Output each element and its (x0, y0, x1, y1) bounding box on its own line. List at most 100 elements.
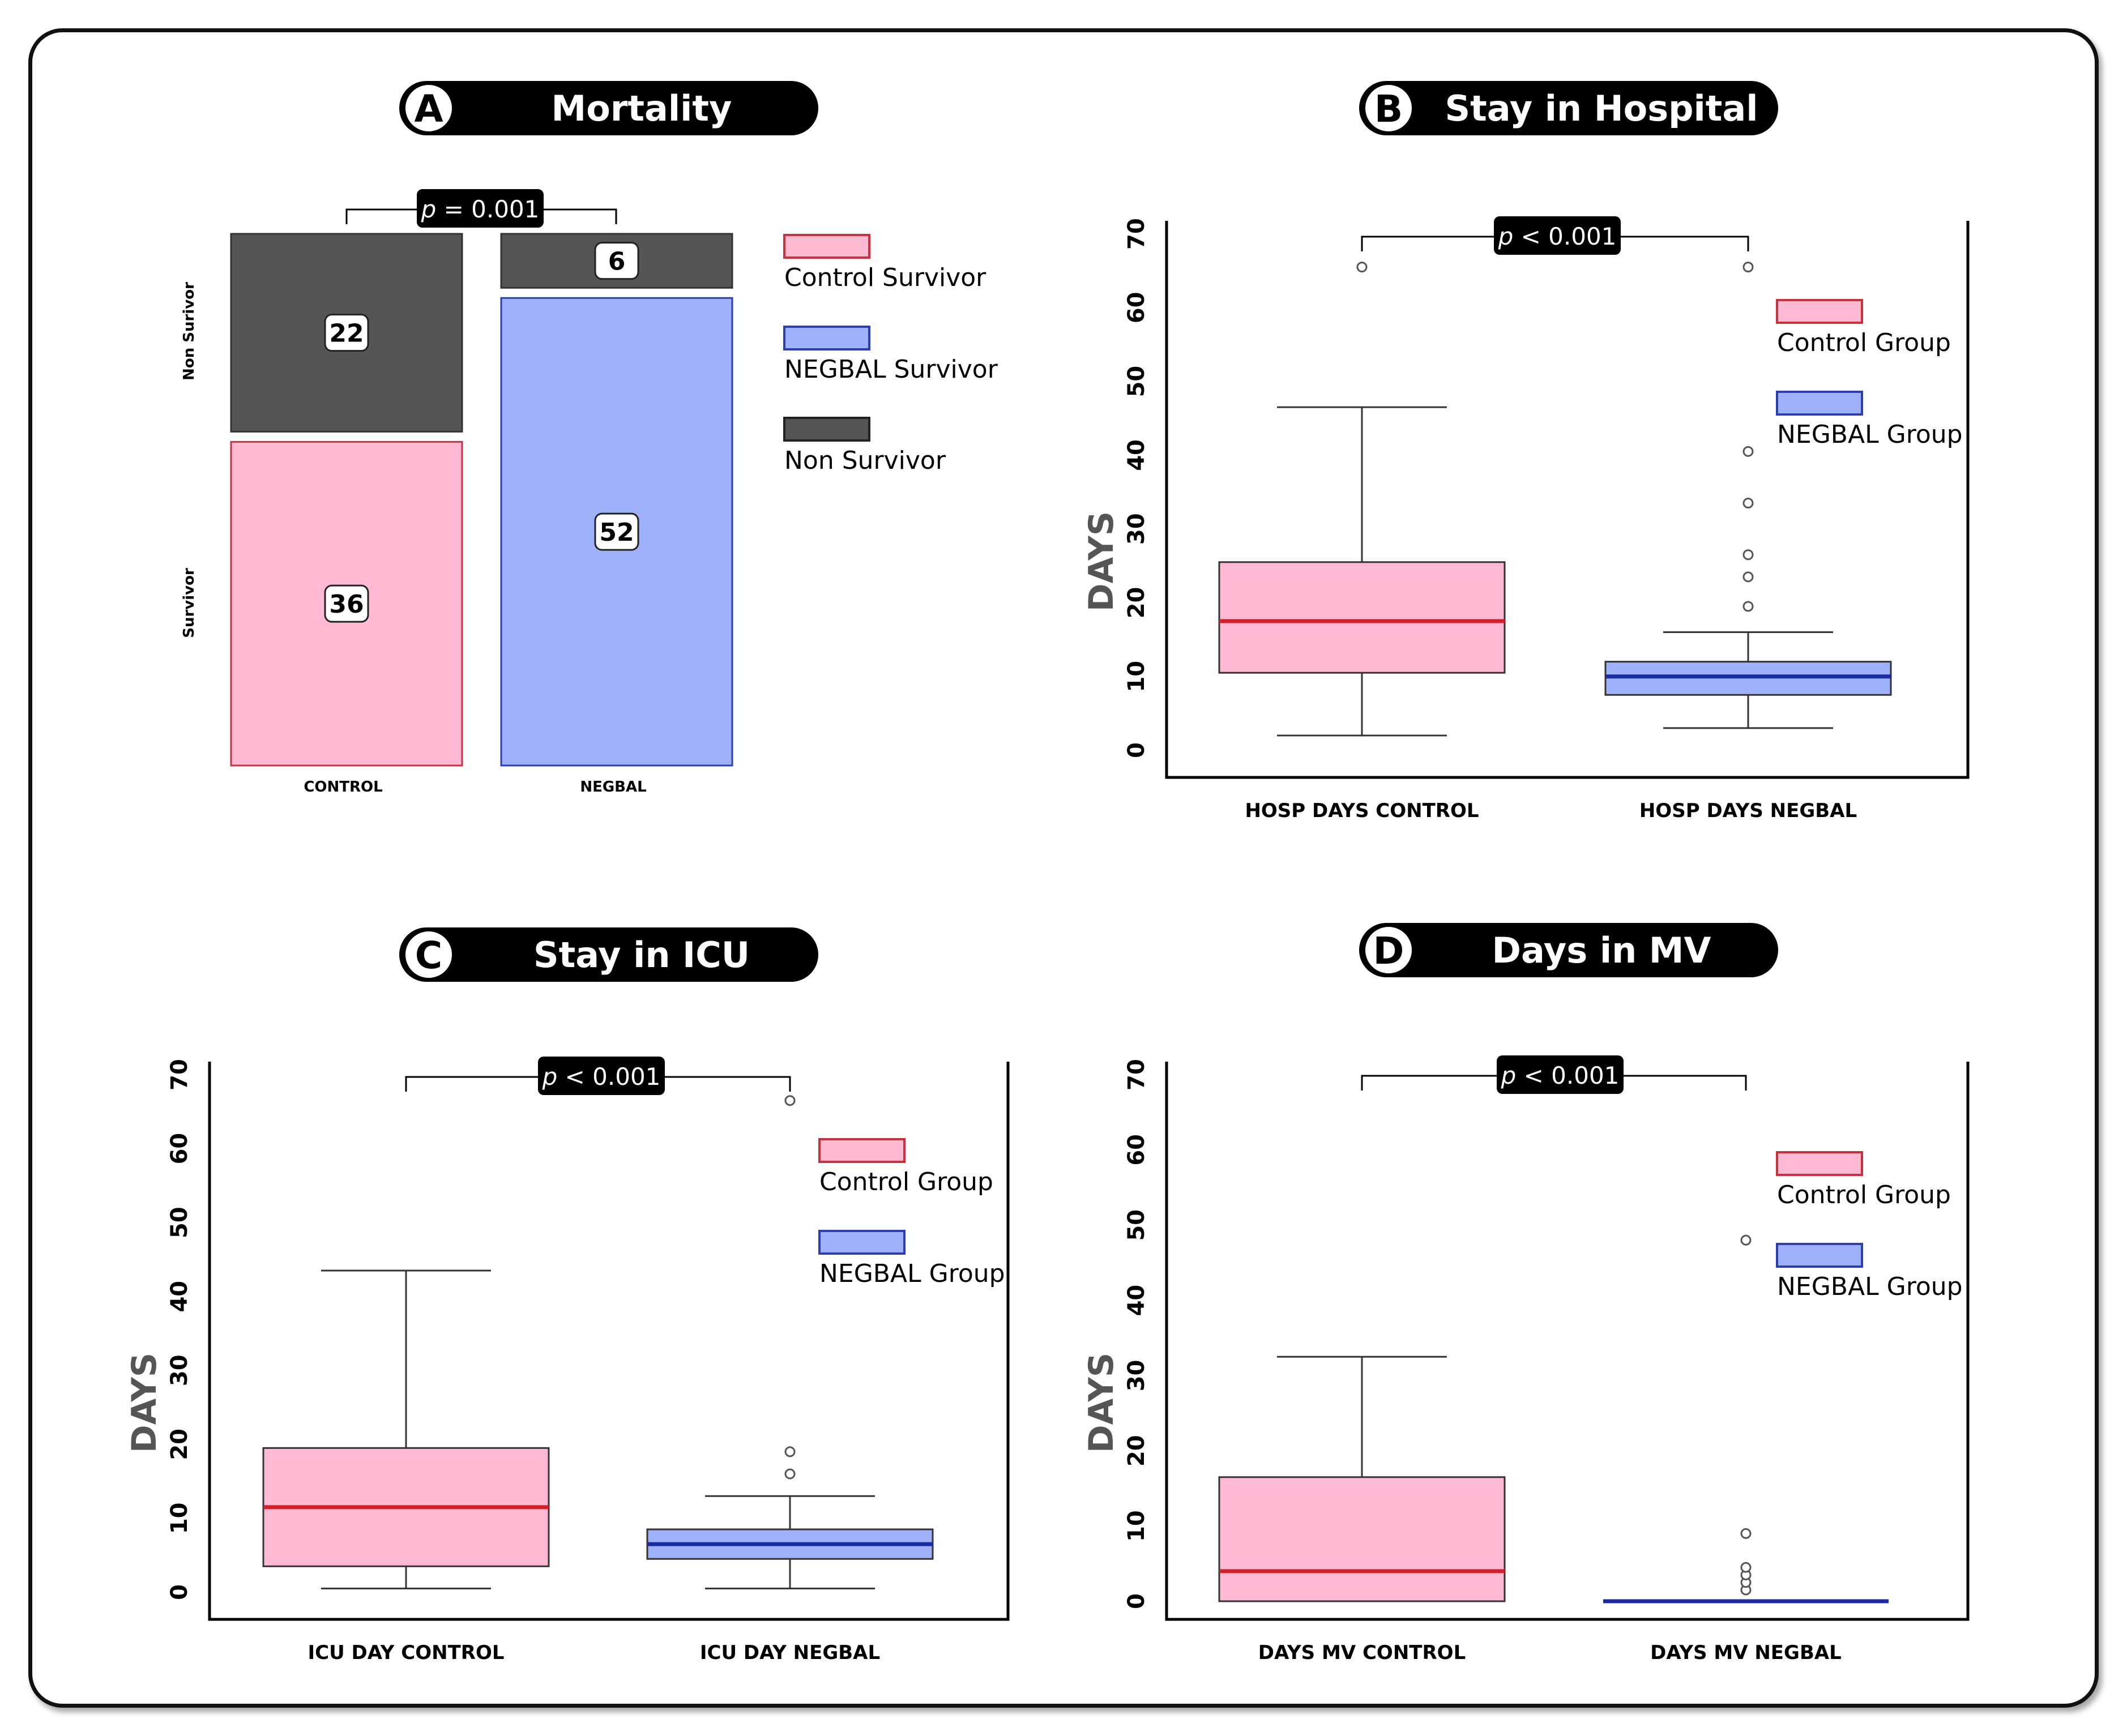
panel-c-xtick-icu-day-control: ICU DAY CONTROL (307, 1641, 504, 1664)
panel-a-p-value: p = 0.001 (421, 195, 540, 223)
panel-c-ytick: 40 (166, 1281, 193, 1312)
panel-b-ytick-group: 30 (1124, 513, 1150, 545)
mosaic-bar-nonsurvivor-control (230, 233, 463, 433)
panel-d-box-days-mv-control (1218, 1476, 1506, 1602)
panel-b-ytick: 20 (1124, 587, 1150, 619)
panel-a-p-label: p = 0.001 (417, 189, 544, 228)
panel-b-negbal-legend-swatch (1776, 391, 1863, 416)
mosaic-count-box (594, 512, 639, 551)
panel-b-xtick-hosp-days-negbal: HOSP DAYS NEGBAL (1639, 799, 1857, 822)
panel-b-p-value: p < 0.001 (1498, 223, 1617, 250)
panel-d-ytick-group: 20 (1124, 1435, 1150, 1466)
panel-b-ylabel: DAYS (1082, 511, 1121, 612)
panel-c-ytick: 20 (166, 1429, 193, 1460)
panel-b-outlier-hosp-days-negbal (1742, 549, 1754, 561)
panel-c-axes (208, 1062, 1010, 1621)
mosaic-ylabel-group-nonsurvivor: Non Surivor (181, 282, 198, 380)
panel-b-control-legend-label: Control Group (1777, 328, 1951, 357)
panel-b-outlier-hosp-days-negbal (1742, 446, 1754, 457)
panel-c-ytick: 0 (166, 1584, 193, 1600)
panel-d-ytick: 0 (1124, 1593, 1150, 1609)
panel-c-outlier-icu-day-negbal (784, 1468, 796, 1480)
panel-d-control-legend-label: Control Group (1777, 1181, 1951, 1209)
panel-d-xtick-days-mv-control: DAYS MV CONTROL (1258, 1641, 1466, 1664)
panel-c-p-value: p < 0.001 (542, 1063, 661, 1091)
panel-b-outlier-hosp-days-control (1356, 262, 1368, 273)
panel-a-control-survivor-legend-label: Control Survivor (784, 263, 986, 292)
panel-a-non-survivor-legend-label: Non Survivor (784, 446, 946, 475)
panel-c-title-bar (399, 927, 818, 982)
panel-d-xtick-days-mv-negbal: DAYS MV NEGBAL (1650, 1641, 1842, 1664)
panel-a-title-bar (399, 81, 818, 135)
mosaic-ylabel-group-survivor: Survivor (181, 568, 198, 638)
panel-d-outlier-days-mv-negbal (1740, 1234, 1752, 1246)
panel-d-title-pill: D Days in MV (1359, 923, 1778, 977)
panel-b-p-label: p < 0.001 (1494, 216, 1621, 255)
panel-a-letter: A (414, 87, 443, 131)
panel-d-ytick: 30 (1124, 1360, 1150, 1392)
mosaic-count-nonsurvivor: 6 (608, 247, 626, 276)
panel-b-outlier-hosp-days-negbal (1742, 498, 1754, 509)
panel-d-outlier-days-mv-negbal (1740, 1562, 1752, 1573)
panel-a-negbal-survivor-legend-label: NEGBAL Survivor (784, 355, 998, 384)
panel-c-ytick: 10 (166, 1503, 193, 1534)
panel-c-outlier-icu-day-negbal (784, 1446, 796, 1457)
panel-c-ytick: 50 (166, 1207, 193, 1238)
panel-a-title: Mortality (552, 88, 732, 129)
panel-d-ytick-group: 10 (1124, 1510, 1150, 1542)
panel-b-ytick-group: 20 (1124, 587, 1150, 619)
panel-d-ytick-group: 60 (1124, 1134, 1150, 1166)
panel-b-title: Stay in Hospital (1445, 88, 1758, 129)
panel-b-ytick-group: 10 (1124, 661, 1150, 692)
panel-b-ytick: 60 (1124, 292, 1150, 323)
panel-c-outlier-icu-day-negbal (784, 1095, 796, 1106)
panel-d-negbal-legend-swatch (1776, 1243, 1863, 1268)
panel-b-outlier-hosp-days-negbal (1742, 571, 1754, 583)
panel-a-title-pill: A Mortality (399, 81, 818, 135)
panel-c-ytick-group: 10 (166, 1503, 193, 1534)
panel-d-title: Days in MV (1492, 930, 1711, 971)
panel-d-letter: D (1373, 929, 1404, 973)
panel-a-negbal-survivor-legend-swatch (783, 326, 870, 350)
panel-b-ytick-group: 0 (1124, 742, 1150, 758)
panel-b-letter-badge (1362, 82, 1415, 135)
panel-b-ytick: 40 (1124, 439, 1150, 471)
panel-d-axes (1165, 1062, 1970, 1621)
mosaic-count-nonsurvivor: 22 (329, 319, 364, 348)
panel-d-ytick: 10 (1124, 1510, 1150, 1542)
panel-b-outlier-hosp-days-negbal (1742, 601, 1754, 612)
panel-c-ytick-group: 30 (166, 1354, 193, 1386)
panel-c-xtick-icu-day-negbal: ICU DAY NEGBAL (700, 1641, 880, 1664)
panel-b-ylabel-group: DAYS (1082, 511, 1121, 612)
panel-b-negbal-legend-label: NEGBAL Group (1777, 420, 1963, 449)
panel-c-ytick-group: 0 (166, 1584, 193, 1600)
panel-c-p-label: p < 0.001 (538, 1057, 665, 1095)
panel-c-negbal-legend-label: NEGBAL Group (819, 1259, 1005, 1288)
panel-d-p-value: p < 0.001 (1501, 1062, 1620, 1089)
panel-d-p-label: p < 0.001 (1497, 1055, 1624, 1094)
mosaic-ylabel-survivor: Survivor (181, 568, 198, 638)
panel-b-title-bar (1359, 81, 1778, 135)
panel-d-ytick: 70 (1124, 1059, 1150, 1091)
panel-c-ylabel-group: DAYS (125, 1353, 164, 1453)
panel-c-letter: C (415, 934, 442, 977)
panel-c-ytick-group: 50 (166, 1207, 193, 1238)
panel-b-letter: B (1374, 87, 1403, 131)
panel-b-ytick: 30 (1124, 513, 1150, 545)
panel-d-ytick: 40 (1124, 1285, 1150, 1316)
panel-b-xtick-hosp-days-control: HOSP DAYS CONTROL (1245, 799, 1479, 822)
panel-d-ylabel: DAYS (1082, 1353, 1121, 1453)
panel-a-control-survivor-legend-swatch (783, 234, 870, 259)
panel-c-title: Stay in ICU (533, 934, 750, 976)
panel-d-negbal-legend-label: NEGBAL Group (1777, 1272, 1963, 1301)
panel-b-ytick: 0 (1124, 742, 1150, 758)
panel-d-ytick: 20 (1124, 1435, 1150, 1466)
panel-c-ytick-group: 40 (166, 1281, 193, 1312)
mosaic-count-survivor: 52 (599, 518, 634, 547)
panel-d-ytick-group: 40 (1124, 1285, 1150, 1316)
panel-c-letter-badge (402, 928, 455, 981)
panel-b-outlier-hosp-days-negbal (1742, 262, 1754, 273)
panel-a-p-label-bg (417, 189, 544, 228)
panel-d-ytick-group: 50 (1124, 1209, 1150, 1241)
mosaic-ylabel-nonsurvivor: Non Surivor (181, 282, 198, 380)
